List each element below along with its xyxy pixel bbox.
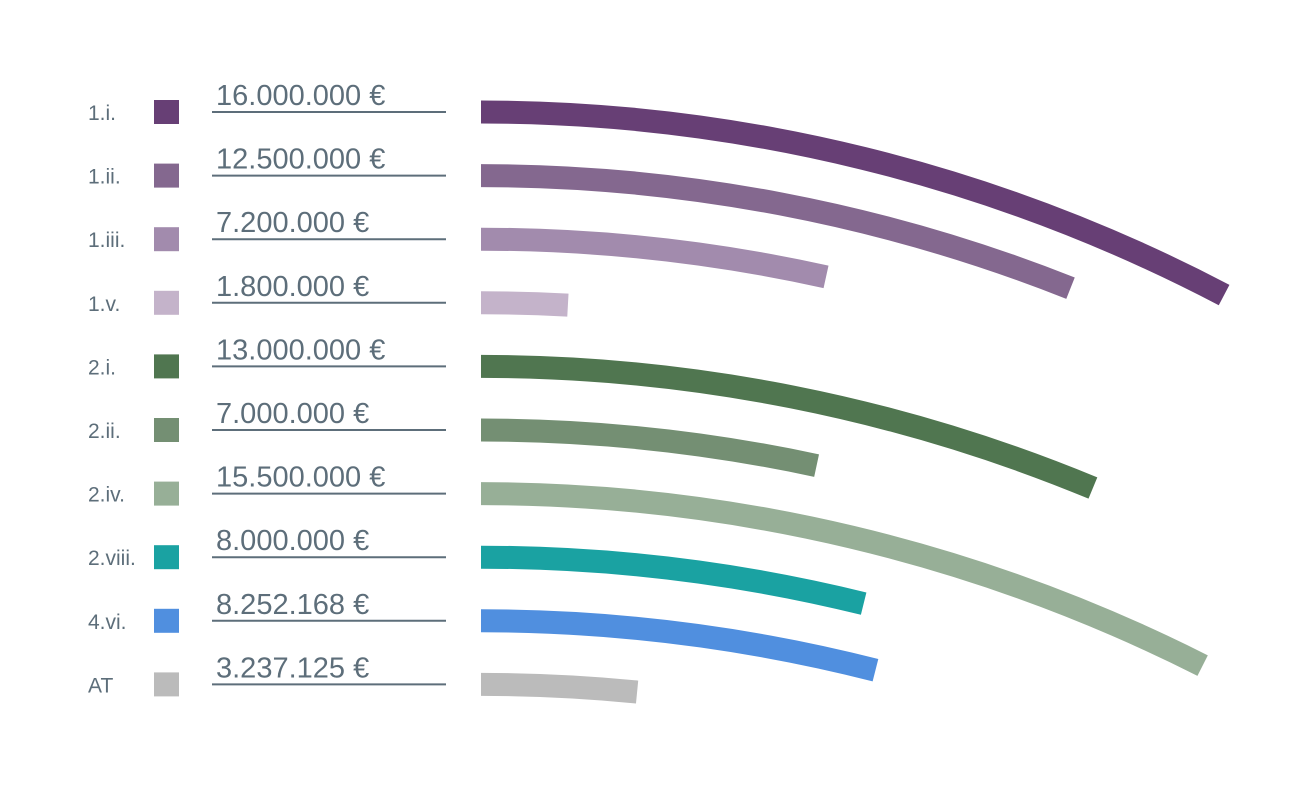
- arc-bar: [480, 672, 639, 704]
- legend-swatch: [154, 163, 179, 188]
- arc-bar: [480, 609, 879, 682]
- value-label: 13.000.000 €: [216, 334, 385, 366]
- category-label: 2.ii.: [88, 420, 121, 443]
- arc-bar: [480, 291, 569, 317]
- arc-bar: [480, 482, 1208, 676]
- category-label: 2.viii.: [88, 547, 136, 570]
- category-label: 1.i.: [88, 102, 116, 125]
- arc-bar: [480, 100, 1230, 306]
- category-label: 1.iii.: [88, 229, 125, 252]
- value-label: 15.500.000 €: [216, 462, 385, 494]
- value-label: 8.252.168 €: [216, 589, 369, 621]
- value-label: 1.800.000 €: [216, 271, 369, 303]
- category-label: 4.vi.: [88, 611, 127, 634]
- legend-swatch: [154, 608, 179, 633]
- value-label: 7.000.000 €: [216, 398, 369, 430]
- value-label: 3.237.125 €: [216, 652, 369, 684]
- arc-bar: [480, 164, 1075, 299]
- legend-swatch: [154, 227, 179, 252]
- category-label: 1.ii.: [88, 166, 121, 189]
- value-label: 7.200.000 €: [216, 207, 369, 239]
- legend-swatch: [154, 672, 179, 697]
- category-label: 1.v.: [88, 293, 120, 316]
- arc-bar: [480, 227, 829, 289]
- arc-bar: [480, 354, 1098, 499]
- legend-swatch: [154, 481, 179, 506]
- legend-swatch: [154, 418, 179, 442]
- category-label: 2.i.: [88, 356, 116, 379]
- value-label: 8.000.000 €: [216, 525, 369, 557]
- legend-swatch: [154, 290, 179, 315]
- legend-swatch: [154, 354, 179, 379]
- legend-swatch: [154, 545, 179, 570]
- category-label: 2.iv.: [88, 484, 125, 507]
- value-label: 16.000.000 €: [216, 80, 385, 112]
- category-label: AT: [88, 674, 113, 697]
- legend-swatch: [154, 100, 179, 124]
- value-label: 12.500.000 €: [216, 144, 385, 176]
- arc-bar: [480, 545, 867, 615]
- arc-bar: [480, 418, 820, 477]
